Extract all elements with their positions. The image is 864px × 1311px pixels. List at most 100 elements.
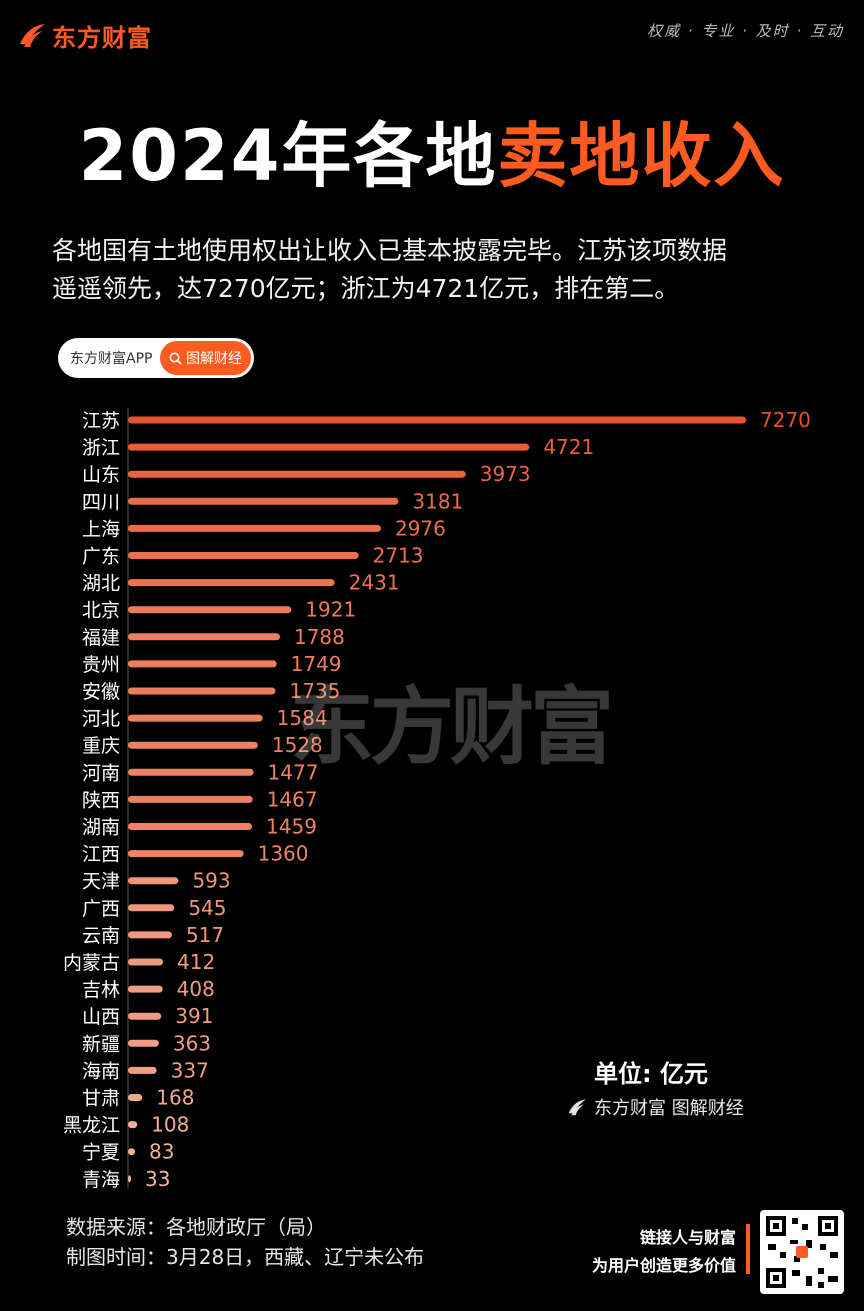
category-label: 天津 bbox=[82, 871, 120, 893]
category-label: 江苏 bbox=[82, 410, 120, 432]
bar bbox=[128, 470, 466, 478]
search-icon bbox=[169, 352, 182, 365]
value-label: 2713 bbox=[373, 544, 424, 568]
category-label: 山西 bbox=[82, 1006, 120, 1028]
bar bbox=[128, 687, 276, 695]
category-label: 海南 bbox=[82, 1060, 120, 1082]
brand-caption-text: 东方财富 图解财经 bbox=[594, 1098, 744, 1119]
brand-name: 东方财富 bbox=[52, 23, 152, 52]
bar bbox=[128, 985, 163, 993]
category-label: 浙江 bbox=[82, 437, 120, 459]
category-label: 上海 bbox=[82, 518, 120, 540]
subtitle: 各地国有土地使用权出让收入已基本披露完毕。江苏该项数据 遥遥领先，达7270亿元… bbox=[52, 232, 822, 308]
category-label: 云南 bbox=[82, 925, 120, 947]
value-label: 363 bbox=[173, 1031, 211, 1055]
value-label: 3973 bbox=[480, 462, 531, 486]
value-label: 3181 bbox=[412, 489, 463, 513]
page-title: 2024年各地卖地收入 bbox=[0, 100, 864, 201]
bar bbox=[128, 416, 746, 424]
value-label: 545 bbox=[188, 896, 226, 920]
search-pill[interactable]: 东方财富APP 图解财经 bbox=[58, 338, 254, 378]
subtitle-line2: 遥遥领先，达7270亿元；浙江为4721亿元，排在第二。 bbox=[52, 274, 680, 303]
bar bbox=[128, 443, 530, 451]
bar bbox=[128, 1066, 157, 1074]
qr-code[interactable] bbox=[760, 1210, 844, 1294]
value-label: 1749 bbox=[291, 652, 342, 676]
value-label: 1459 bbox=[266, 815, 317, 839]
category-label: 广东 bbox=[82, 546, 120, 568]
bar bbox=[128, 1175, 131, 1183]
brand-logo: 东方财富 bbox=[18, 18, 152, 52]
category-label: 四川 bbox=[82, 491, 120, 513]
bar bbox=[128, 795, 253, 803]
data-source: 数据来源：各地财政厅（局） bbox=[66, 1215, 326, 1239]
bar bbox=[128, 931, 172, 939]
value-label: 83 bbox=[149, 1140, 174, 1164]
value-label: 33 bbox=[145, 1167, 170, 1191]
value-label: 108 bbox=[151, 1113, 189, 1137]
watermark: 东方财富 bbox=[290, 678, 614, 776]
category-label: 安徽 bbox=[82, 681, 120, 703]
value-label: 1735 bbox=[289, 679, 340, 703]
category-label: 河北 bbox=[82, 708, 120, 730]
search-button[interactable]: 图解财经 bbox=[160, 341, 251, 375]
category-label: 内蒙古 bbox=[63, 952, 120, 974]
category-label: 江西 bbox=[82, 844, 120, 866]
bar bbox=[128, 524, 381, 532]
bar bbox=[128, 958, 164, 966]
bar bbox=[128, 606, 292, 614]
category-label: 贵州 bbox=[82, 654, 120, 676]
value-label: 1477 bbox=[268, 760, 319, 784]
bar bbox=[128, 1012, 162, 1020]
bar bbox=[128, 768, 254, 776]
slogan: 权威 · 专业 · 及时 · 互动 bbox=[647, 22, 844, 40]
brand-wing-icon bbox=[568, 1099, 586, 1116]
tagline-divider bbox=[746, 1224, 750, 1274]
bar bbox=[128, 850, 244, 858]
tagline: 链接人与财富 为用户创造更多价值 bbox=[540, 1224, 736, 1280]
bar bbox=[128, 877, 179, 885]
category-label: 山东 bbox=[82, 464, 120, 486]
brand-wing-icon bbox=[20, 24, 45, 47]
bar bbox=[128, 1121, 138, 1129]
value-label: 517 bbox=[186, 923, 224, 947]
value-label: 7270 bbox=[760, 408, 811, 432]
category-label: 新疆 bbox=[82, 1033, 120, 1055]
value-label: 4721 bbox=[543, 435, 594, 459]
value-label: 2431 bbox=[349, 571, 400, 595]
value-label: 1360 bbox=[258, 842, 309, 866]
value-label: 168 bbox=[156, 1086, 194, 1110]
bar bbox=[128, 1039, 159, 1047]
category-label: 陕西 bbox=[82, 789, 120, 811]
category-label: 重庆 bbox=[82, 735, 120, 757]
value-label: 391 bbox=[175, 1004, 213, 1028]
title-part1: 2024年各地 bbox=[78, 115, 498, 197]
tagline-line2: 为用户创造更多价值 bbox=[591, 1256, 736, 1275]
bar bbox=[128, 823, 253, 830]
value-label: 1921 bbox=[305, 598, 356, 622]
chart-date: 制图时间：3月28日，西藏、辽宁未公布 bbox=[66, 1245, 425, 1269]
category-label: 福建 bbox=[82, 627, 120, 649]
category-label: 湖南 bbox=[82, 817, 120, 839]
category-label: 宁夏 bbox=[82, 1142, 120, 1164]
value-label: 1788 bbox=[294, 625, 345, 649]
bar bbox=[128, 660, 277, 668]
tagline-line1: 链接人与财富 bbox=[639, 1228, 736, 1247]
bar bbox=[128, 552, 359, 559]
value-label: 2976 bbox=[395, 516, 446, 540]
value-label: 1467 bbox=[267, 787, 318, 811]
category-label: 湖北 bbox=[82, 573, 120, 595]
search-button-label: 图解财经 bbox=[186, 351, 242, 367]
value-label: 593 bbox=[192, 869, 230, 893]
brand-caption: 东方财富 图解财经 bbox=[566, 1094, 744, 1120]
bar bbox=[128, 1094, 143, 1101]
bar bbox=[128, 1148, 136, 1156]
category-label: 青海 bbox=[82, 1169, 120, 1191]
category-label: 吉林 bbox=[82, 979, 120, 1001]
title-highlight: 卖地收入 bbox=[497, 115, 786, 197]
category-label: 广西 bbox=[82, 898, 120, 920]
category-label: 黑龙江 bbox=[63, 1115, 120, 1137]
value-label: 408 bbox=[177, 977, 215, 1001]
category-label: 河南 bbox=[82, 762, 120, 784]
bar bbox=[128, 714, 263, 722]
